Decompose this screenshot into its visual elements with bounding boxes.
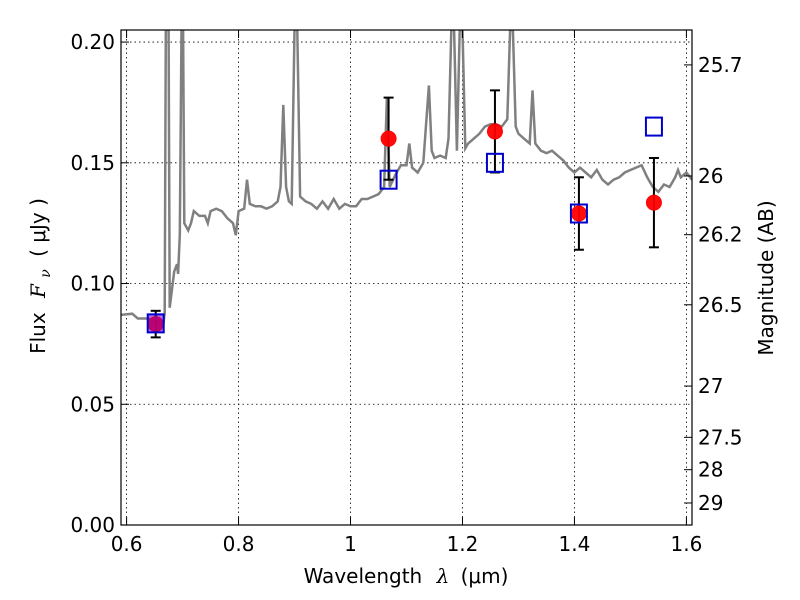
model-point bbox=[569, 203, 588, 224]
model-point bbox=[485, 152, 504, 173]
axis-ticks: 0.6 0.8 1 1.2 1.4 1.6 0.00 0.05 0.10 0.15 0.20 25.7… bbox=[70, 30, 743, 556]
x-tick-label: 0.6 bbox=[111, 532, 143, 556]
right-tick-label: 26.2 bbox=[698, 223, 743, 247]
right-tick-label: 26 bbox=[698, 164, 723, 188]
x-tick-label: 1.4 bbox=[559, 532, 591, 556]
model-spectrum bbox=[121, 30, 692, 331]
model-point bbox=[644, 116, 663, 137]
y-tick-label: 0.10 bbox=[70, 272, 115, 296]
y-axis-label: Flux F ν ( μJy ) bbox=[26, 198, 55, 354]
y-tick-label: 0.00 bbox=[70, 513, 115, 537]
x-tick-label: 1.6 bbox=[670, 532, 702, 556]
right-tick-label: 27.5 bbox=[698, 425, 743, 449]
x-tick-label: 1.2 bbox=[447, 532, 479, 556]
x-tick-label: 0.8 bbox=[223, 532, 255, 556]
grid bbox=[121, 30, 692, 526]
right-tick-label: 29 bbox=[698, 491, 723, 515]
x-axis-label: Wavelength λ (μm) bbox=[304, 564, 509, 588]
right-tick-label: 26.5 bbox=[698, 293, 743, 317]
right-tick-label: 25.7 bbox=[698, 53, 743, 77]
y-tick-label: 0.15 bbox=[70, 151, 115, 175]
observed-point bbox=[380, 130, 397, 147]
plot-frame bbox=[120, 29, 693, 526]
y-tick-label: 0.20 bbox=[70, 30, 115, 54]
spectrum-line bbox=[121, 30, 692, 331]
x-tick-label: 1 bbox=[344, 532, 357, 556]
right-axis-label: Magnitude (AB) bbox=[754, 200, 778, 355]
model-point bbox=[379, 169, 398, 190]
model-point bbox=[146, 313, 165, 334]
right-tick-label: 27 bbox=[698, 374, 723, 398]
observed-point bbox=[645, 194, 662, 211]
y-tick-label: 0.05 bbox=[70, 392, 115, 416]
data-points bbox=[146, 89, 663, 339]
observed-point bbox=[486, 123, 503, 140]
right-tick-label: 28 bbox=[698, 458, 723, 482]
observed-point bbox=[570, 205, 587, 222]
